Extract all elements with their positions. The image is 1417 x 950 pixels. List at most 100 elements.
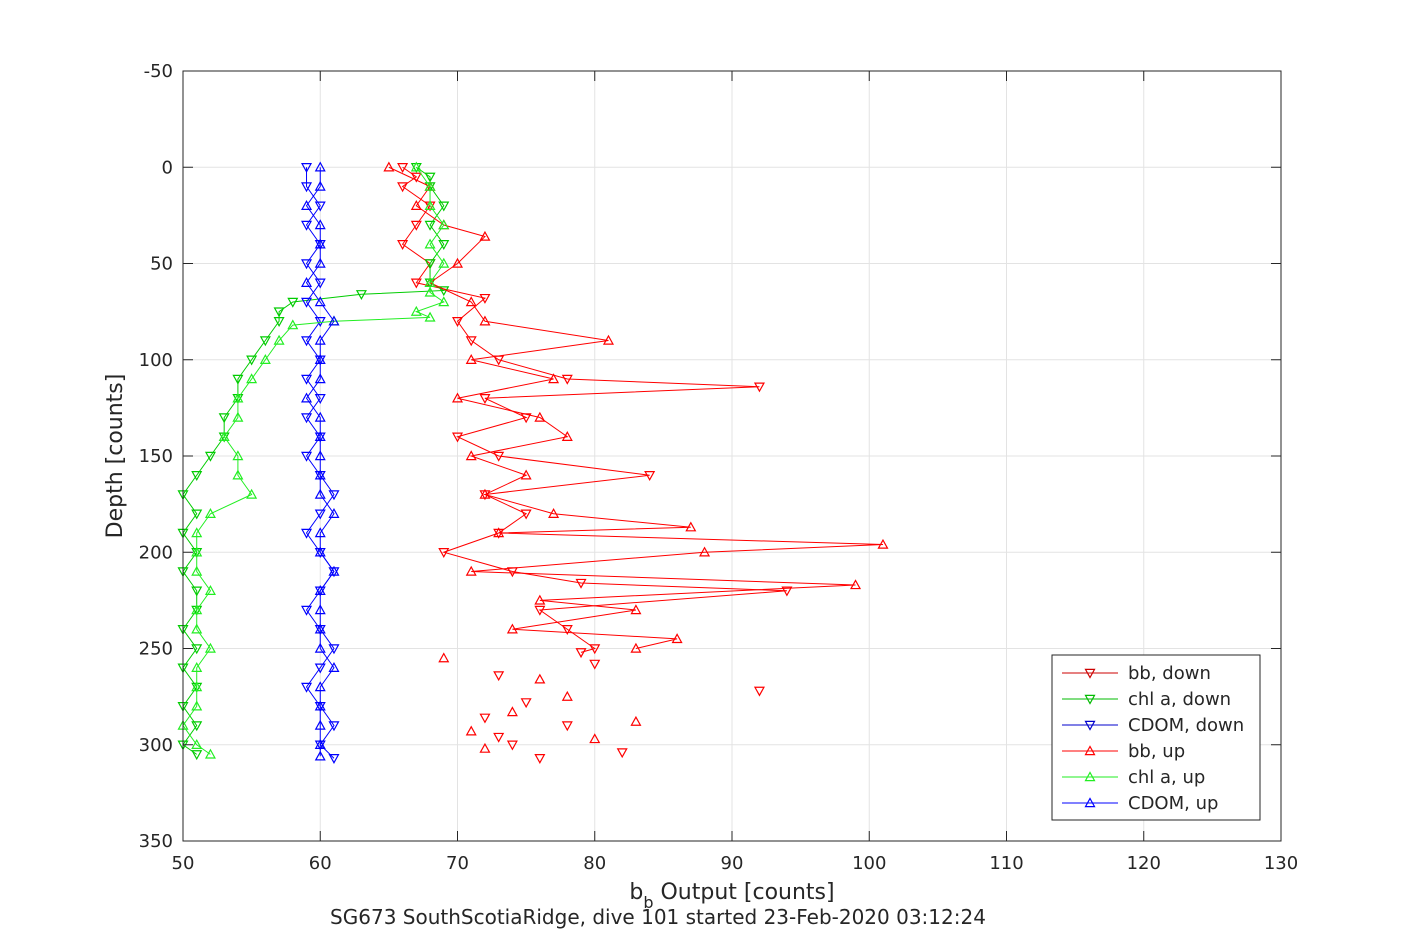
data-point bbox=[232, 392, 244, 403]
data-point bbox=[506, 623, 518, 634]
series-line bbox=[388, 166, 883, 649]
data-point bbox=[328, 315, 340, 326]
data-point bbox=[328, 644, 340, 655]
data-point bbox=[314, 161, 326, 172]
data-point bbox=[301, 392, 313, 403]
y-tick-label: 150 bbox=[139, 446, 173, 467]
data-point bbox=[301, 163, 313, 173]
legend-label: bb, up bbox=[1128, 741, 1185, 762]
data-point bbox=[493, 451, 505, 462]
data-point bbox=[204, 451, 216, 462]
data-point bbox=[438, 652, 450, 663]
data-point bbox=[589, 644, 601, 655]
plot-frame bbox=[182, 70, 1282, 842]
data-point bbox=[301, 336, 313, 347]
data-point bbox=[191, 623, 203, 634]
x-tick-label: 90 bbox=[721, 853, 744, 874]
data-point bbox=[630, 604, 642, 615]
data-point bbox=[301, 220, 313, 231]
data-point bbox=[314, 663, 326, 674]
data-point bbox=[314, 739, 326, 749]
x-axis-label: bb Output [counts] bbox=[629, 880, 834, 912]
data-point bbox=[232, 374, 244, 385]
data-point bbox=[301, 528, 313, 539]
data-point bbox=[191, 662, 203, 672]
data-point bbox=[438, 240, 450, 250]
x-tick-label: 110 bbox=[989, 853, 1023, 874]
series-layer bbox=[177, 161, 889, 764]
data-point bbox=[465, 450, 477, 461]
data-point bbox=[204, 508, 216, 518]
data-point bbox=[424, 286, 436, 297]
data-point bbox=[506, 706, 518, 717]
legend-marker bbox=[1084, 745, 1096, 756]
data-point bbox=[534, 605, 546, 616]
data-point bbox=[424, 238, 436, 249]
data-point bbox=[314, 450, 326, 461]
x-tick-label: 120 bbox=[1127, 853, 1161, 874]
data-point bbox=[575, 648, 587, 659]
data-point bbox=[589, 733, 601, 744]
data-point bbox=[506, 740, 518, 751]
data-point bbox=[314, 719, 326, 730]
legend-marker bbox=[1084, 694, 1096, 705]
data-point bbox=[191, 546, 203, 557]
data-point bbox=[534, 594, 546, 605]
data-point bbox=[438, 548, 450, 558]
data-point bbox=[671, 633, 683, 644]
series-bb-down-deep- bbox=[479, 659, 765, 764]
data-point bbox=[314, 411, 326, 422]
data-point bbox=[493, 732, 505, 743]
data-point bbox=[314, 394, 326, 404]
data-point bbox=[273, 317, 285, 327]
data-point bbox=[465, 336, 477, 347]
data-point bbox=[424, 277, 436, 287]
data-point bbox=[314, 546, 326, 557]
data-point bbox=[314, 317, 326, 327]
data-point bbox=[328, 754, 340, 764]
data-point bbox=[191, 750, 203, 761]
data-point bbox=[493, 527, 505, 538]
legend-label: CDOM, down bbox=[1128, 715, 1244, 736]
y-tick-label: 250 bbox=[139, 639, 173, 660]
data-point bbox=[465, 354, 477, 364]
y-tick-label: -50 bbox=[144, 61, 173, 82]
legend-label: chl a, up bbox=[1128, 767, 1205, 788]
data-point bbox=[438, 296, 450, 307]
data-point bbox=[534, 673, 546, 684]
data-point bbox=[273, 307, 285, 318]
data-point bbox=[232, 411, 244, 422]
data-point bbox=[548, 508, 560, 518]
legend: bb, down chl a, down CDOM, down bb, up chl a… bbox=[1051, 654, 1261, 821]
y-tick-label: 100 bbox=[139, 350, 173, 371]
data-point bbox=[479, 315, 491, 326]
data-point bbox=[301, 413, 313, 424]
data-point bbox=[616, 748, 628, 759]
legend-marker bbox=[1084, 720, 1096, 731]
legend-label: bb, down bbox=[1128, 663, 1211, 684]
data-point bbox=[465, 565, 477, 576]
data-point bbox=[493, 671, 505, 682]
data-point bbox=[328, 508, 340, 518]
data-point bbox=[451, 432, 464, 443]
data-point bbox=[699, 546, 711, 557]
data-point bbox=[753, 382, 765, 393]
data-point bbox=[246, 488, 258, 499]
data-point bbox=[328, 490, 340, 501]
series-chl-a-up bbox=[177, 161, 450, 759]
data-point bbox=[314, 700, 326, 711]
x-tick-label: 130 bbox=[1264, 853, 1298, 874]
data-point bbox=[314, 469, 326, 480]
data-point bbox=[877, 538, 889, 549]
data-point bbox=[314, 354, 326, 364]
legend-label: chl a, down bbox=[1128, 689, 1231, 710]
data-point bbox=[314, 750, 326, 761]
data-point bbox=[314, 527, 326, 538]
data-point bbox=[301, 259, 313, 270]
legend-marker bbox=[1084, 771, 1096, 782]
data-point bbox=[644, 471, 656, 481]
data-point bbox=[451, 392, 464, 403]
data-point bbox=[479, 394, 491, 404]
y-tick-label: 300 bbox=[139, 735, 173, 756]
